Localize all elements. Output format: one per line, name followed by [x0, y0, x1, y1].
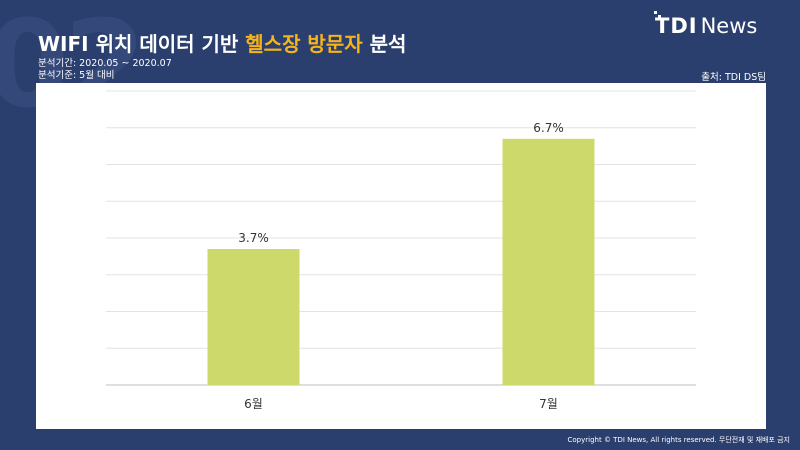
- x-tick-label: 7월: [539, 397, 558, 411]
- analysis-basis: 분석기준: 5월 대비: [38, 70, 115, 81]
- analysis-meta: 분석기간: 2020.05 ~ 2020.07 분석기준: 5월 대비: [38, 58, 172, 82]
- analysis-period: 분석기간: 2020.05 ~ 2020.07: [38, 58, 172, 69]
- data-label: 3.7%: [238, 231, 269, 245]
- copyright-notice: Copyright © TDI News, All rights reserve…: [567, 436, 790, 444]
- logo-brand: News: [700, 14, 758, 38]
- bar: [502, 138, 595, 385]
- tdi-news-logo: TDI News: [654, 11, 758, 38]
- title-main: WIFI 위치 데이터 기반: [38, 32, 239, 56]
- chart-title: WIFI 위치 데이터 기반 헬스장 방문자 분석: [38, 28, 406, 57]
- source-note: 출처: TDI DS팀: [701, 72, 766, 83]
- bar-chart: 3.7% 6월 6.7% 7월: [106, 90, 696, 411]
- data-label: 6.7%: [533, 121, 564, 135]
- logo-mark: TDI: [655, 14, 698, 38]
- chart-panel: 3.7% 6월 6.7% 7월: [36, 83, 766, 429]
- title-tail: 분석: [369, 32, 407, 56]
- bar: [207, 249, 300, 385]
- x-tick-label: 6월: [244, 397, 263, 411]
- title-highlight: 헬스장 방문자: [245, 32, 363, 56]
- logo-dots-icon: [654, 11, 661, 18]
